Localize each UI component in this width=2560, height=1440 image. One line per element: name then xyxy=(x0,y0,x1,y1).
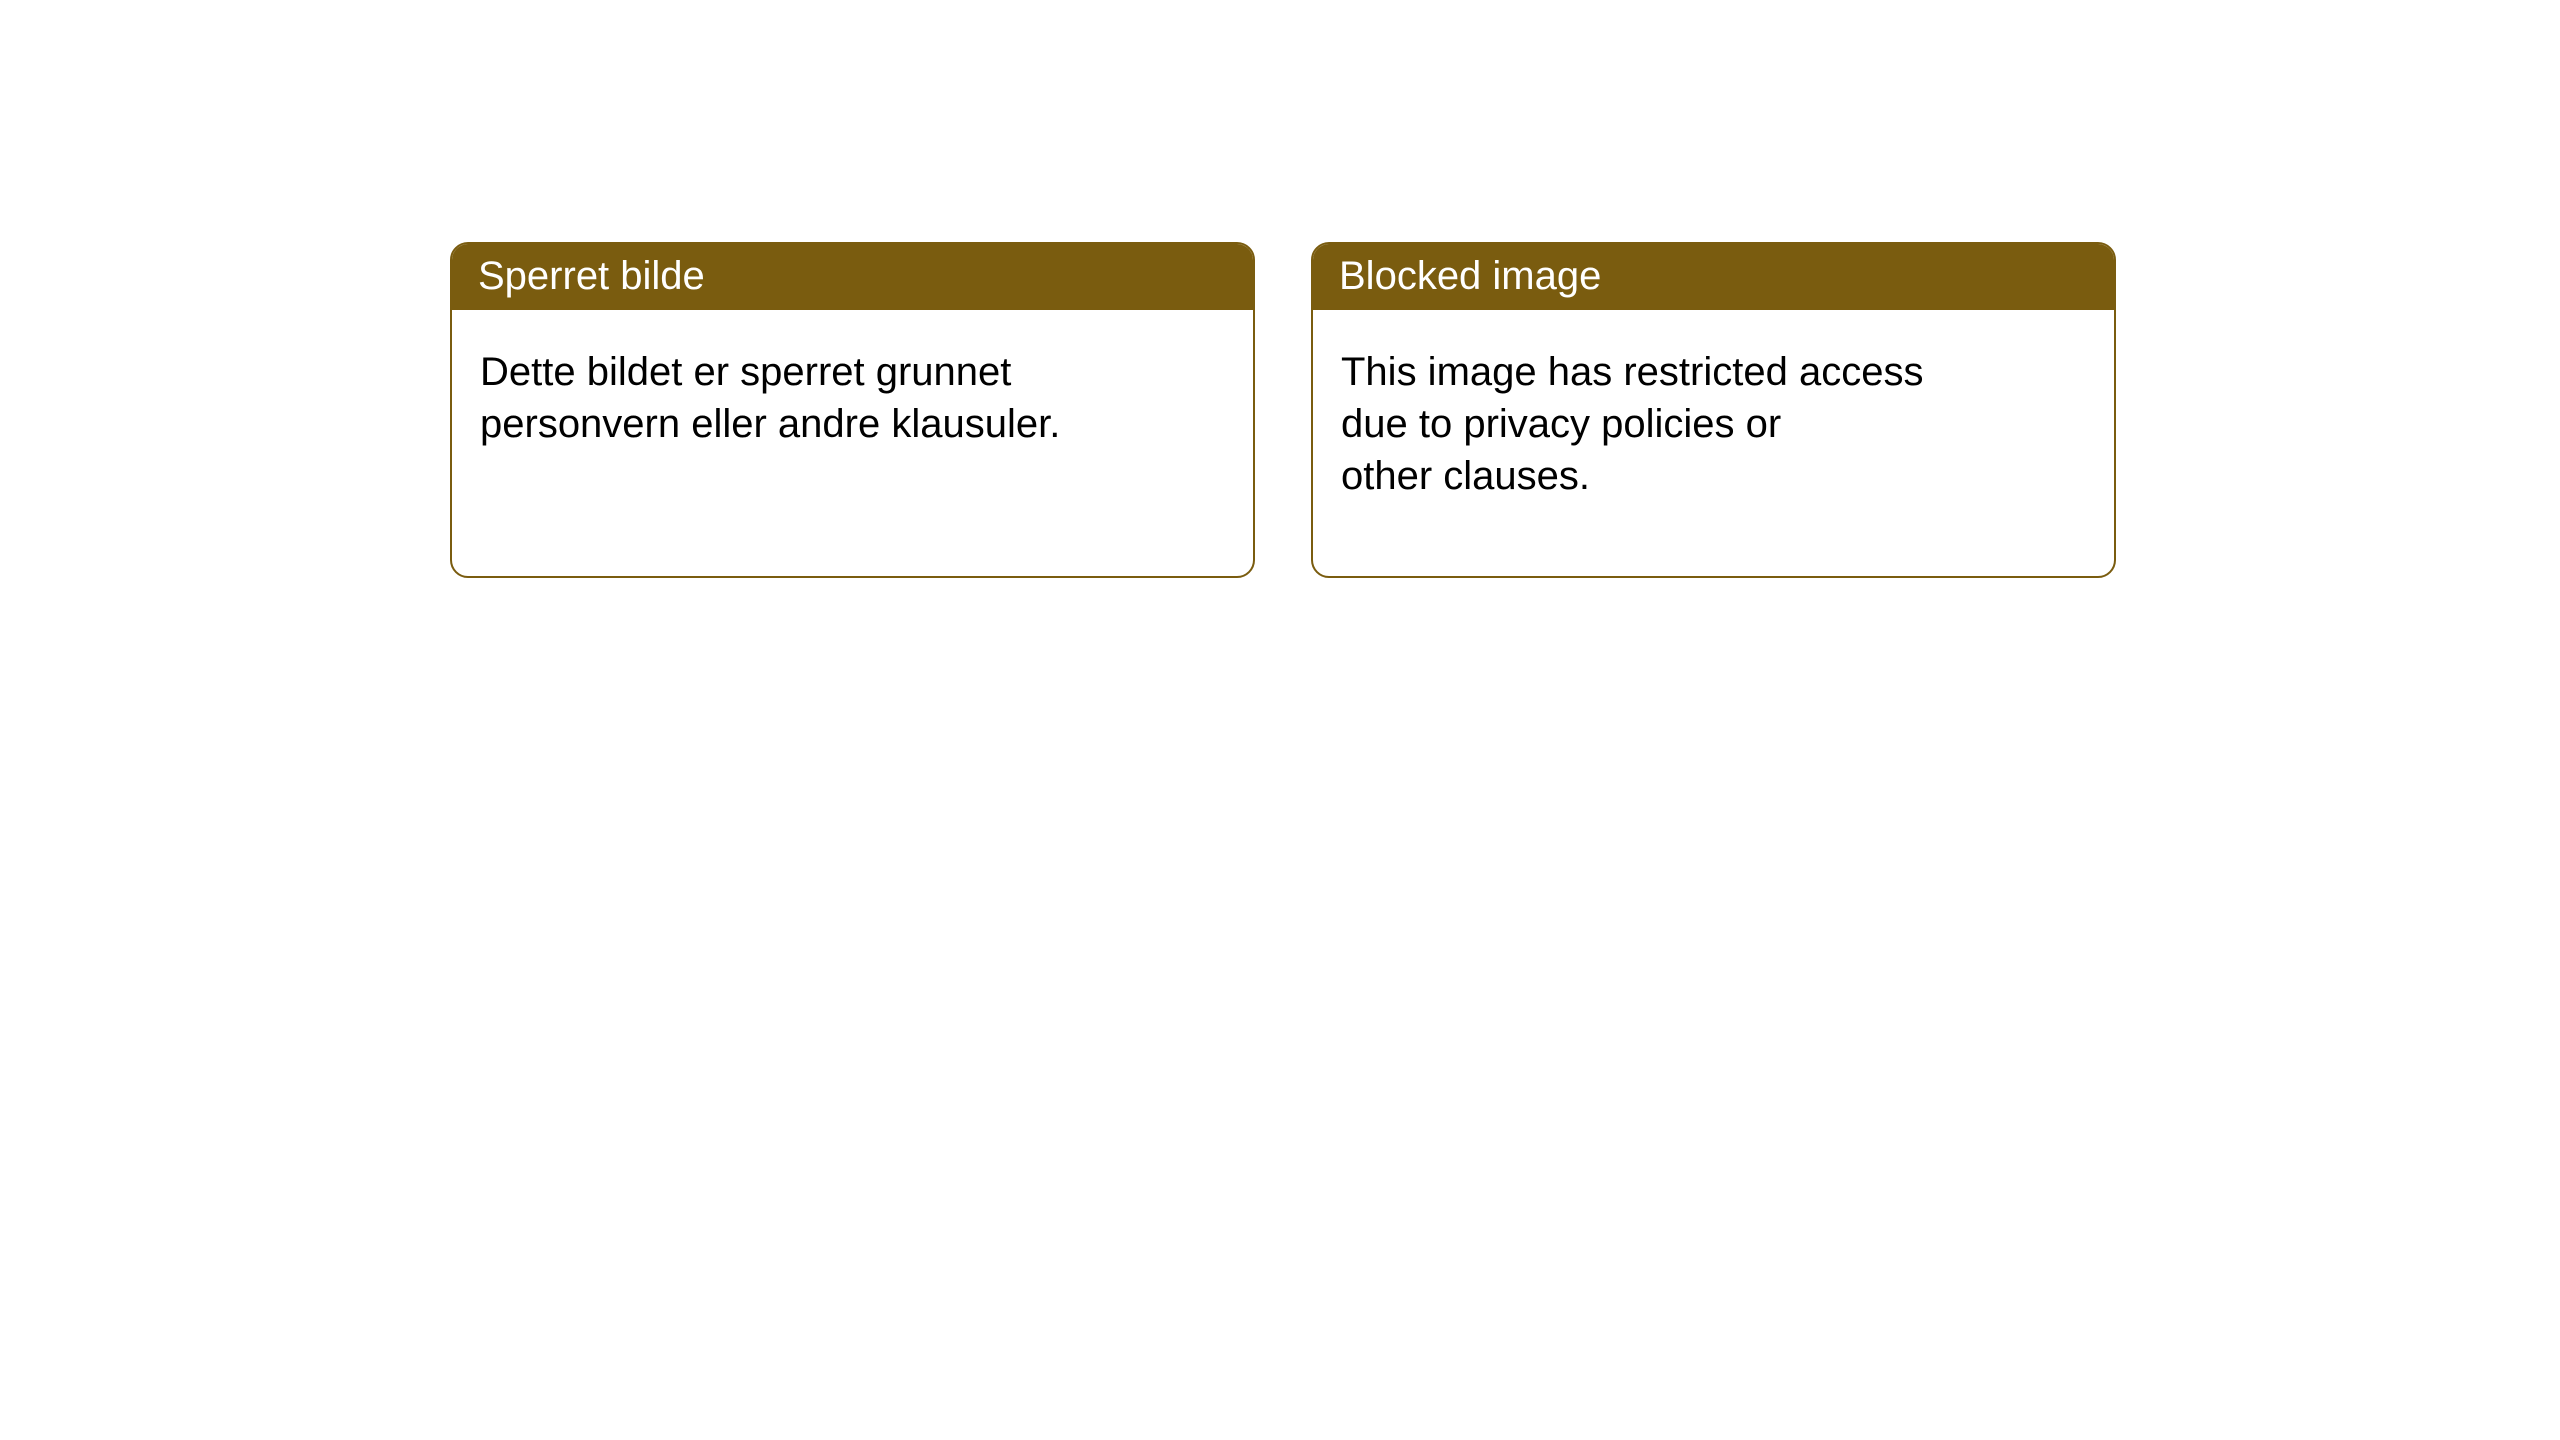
notice-body: Dette bildet er sperret grunnet personve… xyxy=(452,310,1152,478)
notice-body: This image has restricted access due to … xyxy=(1313,310,2013,530)
notice-card-english: Blocked image This image has restricted … xyxy=(1311,242,2116,578)
notice-container: Sperret bilde Dette bildet er sperret gr… xyxy=(0,0,2560,578)
notice-card-norwegian: Sperret bilde Dette bildet er sperret gr… xyxy=(450,242,1255,578)
notice-header: Blocked image xyxy=(1313,244,2114,310)
notice-header: Sperret bilde xyxy=(452,244,1253,310)
